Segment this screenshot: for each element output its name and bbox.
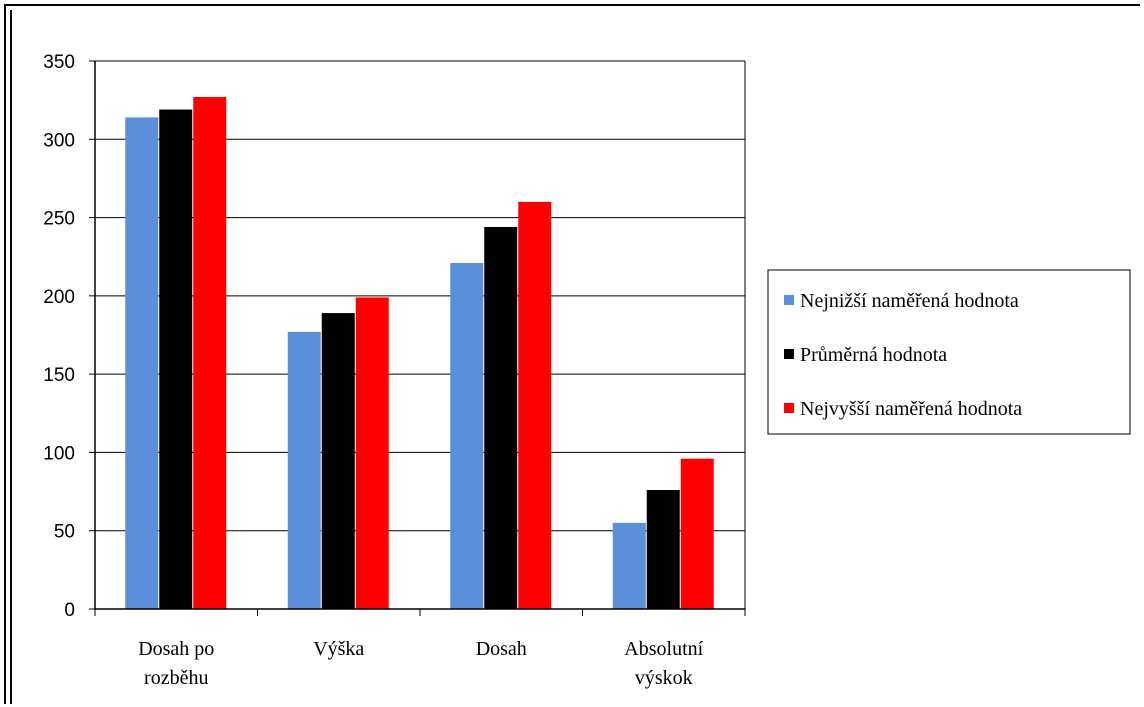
y-tick-label: 0: [64, 600, 75, 621]
x-tick-label: Dosah: [476, 638, 527, 660]
bar: [612, 522, 646, 609]
inner-frame: [10, 10, 1134, 704]
outer-frame: [4, 4, 1140, 704]
y-tick-labels: 0 50 100 150 200 250 300 350: [43, 52, 75, 621]
y-tick-label: 50: [54, 522, 75, 543]
y-tick-label: 100: [43, 443, 75, 464]
legend-label: Nejvyšší naměřená hodnota: [800, 398, 1022, 420]
x-tick-label: Absolutní: [624, 638, 703, 660]
bar: [125, 117, 159, 609]
axes: [94, 61, 746, 616]
bar: [355, 297, 389, 609]
legend-label: Nejnižší naměřená hodnota: [800, 290, 1019, 312]
bar: [159, 109, 193, 609]
legend-swatch: [784, 295, 794, 305]
legend-box: [767, 269, 1131, 435]
x-tick-label: výskok: [635, 667, 693, 689]
x-tick-labels: Dosah po rozběhu Výška Dosah Absolutní výskok: [138, 638, 703, 689]
bar: [484, 226, 518, 610]
x-tick-label: Výška: [313, 638, 364, 660]
legend-label: Průměrná hodnota: [800, 344, 947, 366]
legend: Nejnižší naměřená hodnota Průměrná hodnot…: [767, 269, 1131, 435]
legend-swatch: [784, 349, 794, 359]
x-tick-label: rozběhu: [144, 667, 208, 689]
bar: [680, 458, 714, 609]
bar: [287, 331, 321, 609]
bar: [518, 201, 552, 609]
y-tick-label: 300: [43, 130, 75, 151]
bar: [450, 262, 484, 609]
bar: [646, 490, 680, 609]
bar: [321, 313, 355, 609]
bars: [125, 97, 714, 610]
y-tick-label: 250: [43, 209, 75, 230]
bar: [193, 97, 227, 610]
y-tick-label: 150: [43, 365, 75, 386]
y-tick-label: 350: [43, 52, 75, 73]
x-tick-label: Dosah po: [138, 638, 214, 660]
legend-swatch: [784, 403, 794, 413]
y-tick-label: 200: [43, 287, 75, 308]
